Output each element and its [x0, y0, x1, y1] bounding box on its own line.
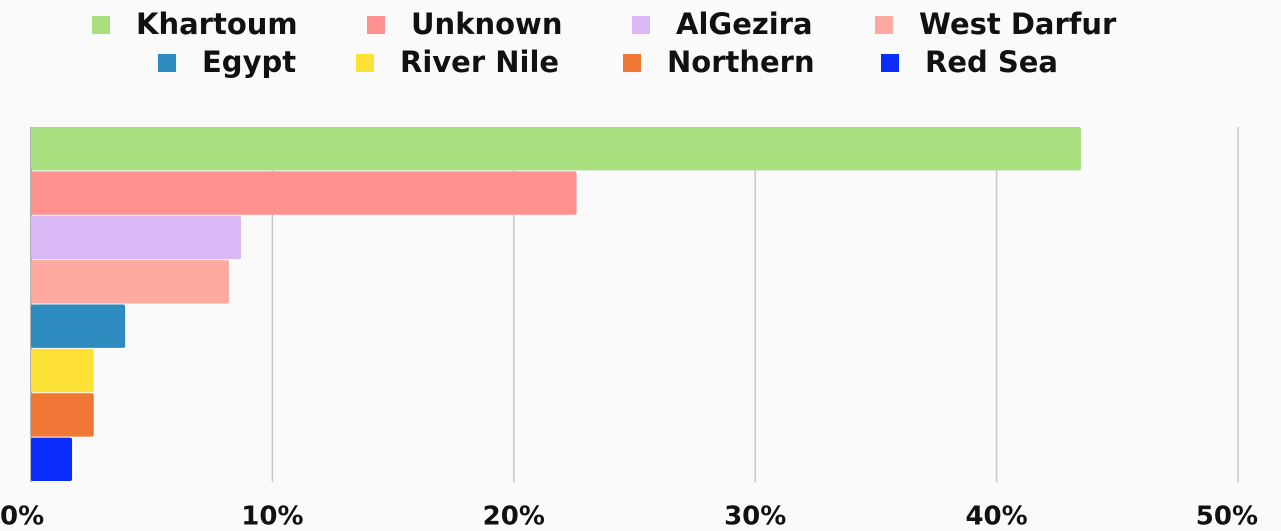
legend-swatch — [356, 54, 374, 72]
legend-swatch — [875, 16, 893, 34]
legend-swatch — [158, 54, 176, 72]
legend-swatch — [92, 16, 110, 34]
legend-swatch — [367, 16, 385, 34]
legend-label: Egypt — [202, 45, 296, 79]
x-tick-label: 40% — [965, 502, 1027, 531]
legend-label: Northern — [667, 45, 815, 79]
bar — [31, 437, 73, 481]
legend-label: River Nile — [400, 45, 559, 79]
bar — [31, 304, 126, 348]
x-tick-label: 50% — [1196, 502, 1258, 531]
x-tick-label: 10% — [241, 502, 303, 531]
legend-label: Khartoum — [136, 7, 298, 41]
bar — [31, 127, 1082, 171]
legend-label: Unknown — [411, 7, 563, 41]
legend-swatch — [632, 16, 650, 34]
bar — [31, 393, 94, 437]
x-tick-label: 30% — [724, 502, 786, 531]
x-tick-label: 20% — [483, 502, 545, 531]
legend-label: West Darfur — [919, 7, 1117, 41]
legend-label: Red Sea — [925, 45, 1058, 79]
legend-swatch — [881, 54, 899, 72]
bar — [31, 348, 94, 393]
legend-swatch — [623, 54, 641, 72]
bar — [31, 171, 577, 215]
bar — [31, 215, 242, 260]
x-tick-label: 0% — [0, 502, 44, 531]
bar — [31, 260, 229, 304]
legend-label: AlGezira — [676, 7, 813, 41]
